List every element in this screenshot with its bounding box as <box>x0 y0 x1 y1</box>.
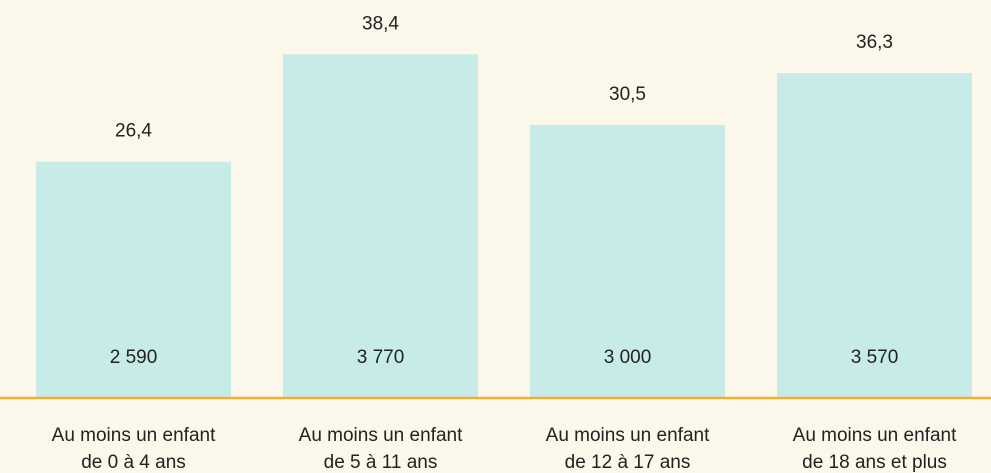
value-label: 26,4 <box>115 121 152 142</box>
x-tick-label: Au moins un enfant <box>299 425 463 446</box>
count-label: 3 770 <box>357 347 405 368</box>
x-tick-label: de 0 à 4 ans <box>81 452 186 473</box>
count-label: 2 590 <box>110 347 158 368</box>
value-label: 30,5 <box>609 84 646 105</box>
value-label: 38,4 <box>362 13 399 34</box>
count-label: 3 000 <box>604 347 652 368</box>
value-label: 36,3 <box>856 32 893 53</box>
x-tick-label: Au moins un enfant <box>546 425 710 446</box>
x-tick-label: de 12 à 17 ans <box>565 452 691 473</box>
bar <box>36 161 231 398</box>
x-tick-label: de 5 à 11 ans <box>324 452 438 473</box>
count-label: 3 570 <box>851 347 899 368</box>
bar <box>530 125 725 399</box>
bar <box>777 73 972 399</box>
x-tick-label: de 18 ans et plus <box>802 452 947 473</box>
x-tick-label: Au moins un enfant <box>793 425 957 446</box>
bar <box>283 54 478 398</box>
x-tick-label: Au moins un enfant <box>52 425 216 446</box>
